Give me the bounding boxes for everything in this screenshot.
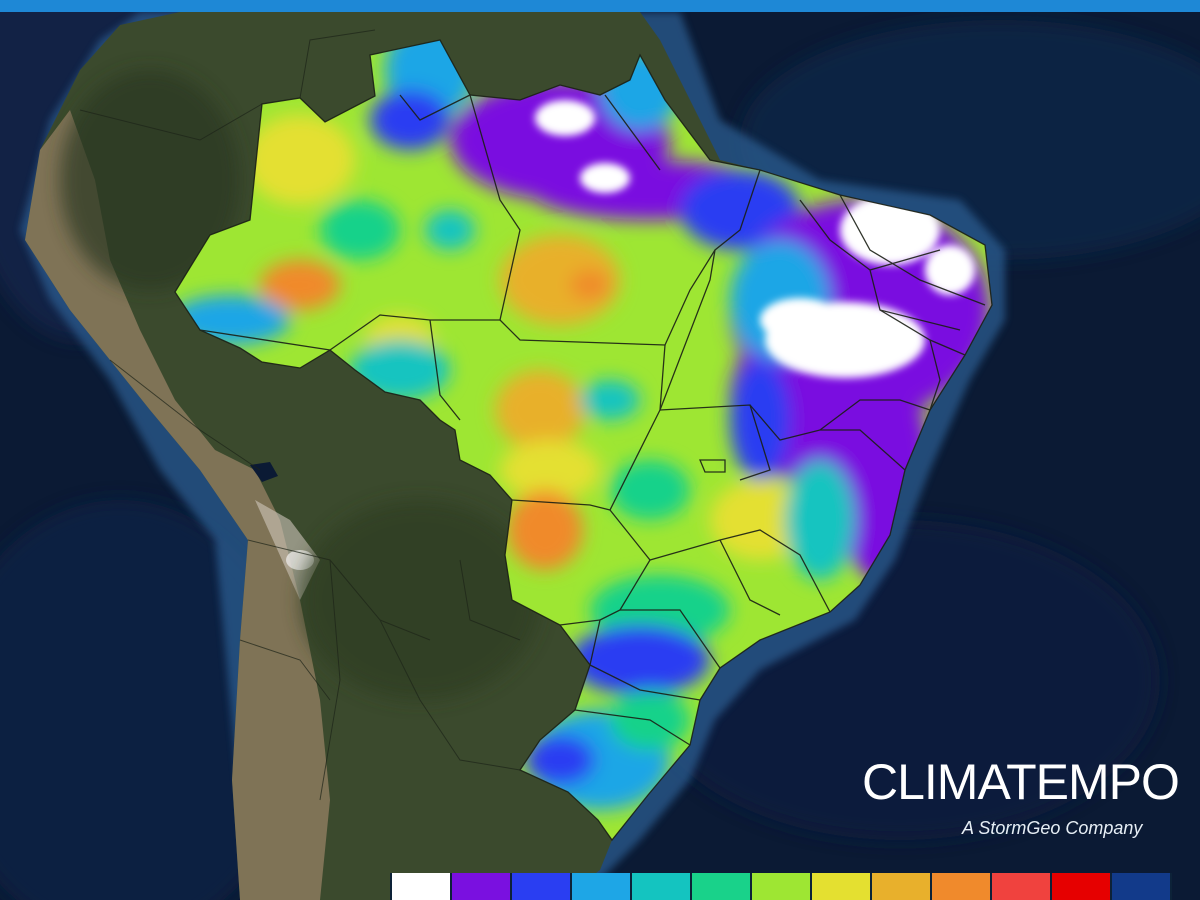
climatempo-logo: CLIMATEMPO A StormGeo Company: [862, 752, 1192, 852]
legend-swatch-3: [572, 873, 630, 900]
legend-swatch-9: [932, 873, 990, 900]
color-legend: [390, 873, 1172, 900]
legend-swatch-5: [692, 873, 750, 900]
legend-swatch-1: [452, 873, 510, 900]
top-bar: [0, 0, 1200, 12]
brand-name: CLIMATEMPO: [862, 752, 1179, 812]
legend-swatch-4: [632, 873, 690, 900]
legend-swatch-8: [872, 873, 930, 900]
legend-swatch-10: [992, 873, 1050, 900]
legend-swatch-0: [392, 873, 450, 900]
legend-swatch-2: [512, 873, 570, 900]
legend-swatch-12: [1112, 873, 1170, 900]
legend-swatch-11: [1052, 873, 1110, 900]
brand-tagline: A StormGeo Company: [962, 818, 1142, 839]
legend-swatch-6: [752, 873, 810, 900]
legend-swatch-7: [812, 873, 870, 900]
